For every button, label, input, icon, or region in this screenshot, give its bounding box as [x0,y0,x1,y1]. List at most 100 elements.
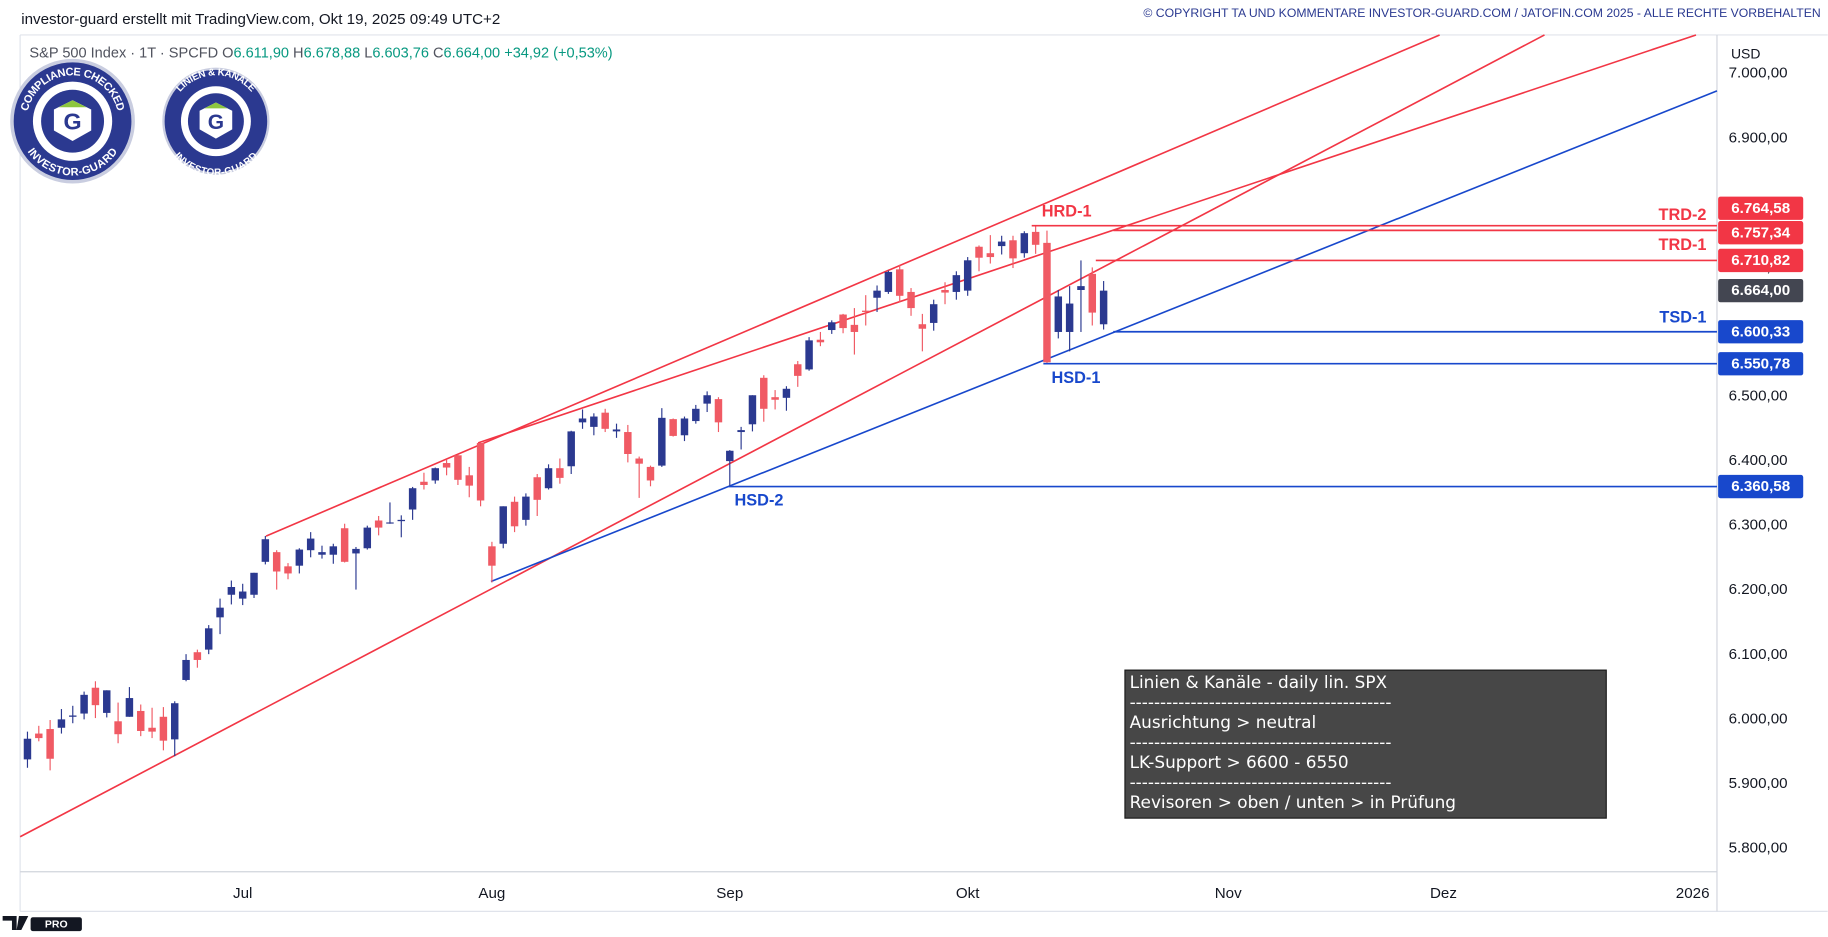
y-tick-label: 6.400,00 [1729,452,1788,469]
candle-body [465,475,473,486]
y-tick-label: 6.000,00 [1729,710,1788,727]
price-tag [1718,320,1804,344]
y-tick-label: 6.900,00 [1729,129,1788,146]
candle-body [828,322,836,331]
candle-body [794,364,802,376]
candle-body [216,607,224,618]
level-annotation: TSD-1 [1659,308,1706,326]
legend-value: 6.664,00 [444,45,501,61]
legend-value: 6.678,88 [304,45,361,61]
y-tick-label: 6.500,00 [1729,388,1788,405]
candle-body [137,710,145,731]
candle-body [646,466,655,481]
level-annotation: HSD-2 [735,491,784,509]
y-tick-label: 6.100,00 [1729,646,1788,663]
candle-body [726,450,734,462]
candle-body [1077,286,1085,290]
price-tag-label: 6.600,33 [1731,323,1790,340]
candle-body [193,652,202,660]
candle-body [125,698,134,717]
candle-body [997,241,1006,247]
channel-line [265,34,1440,537]
info-line: Ausrichtung > neutral [1130,712,1317,732]
candle-body [148,727,156,732]
candle-body [352,548,360,554]
legend-value: 6.603,76 [372,45,429,61]
channel-line [477,34,1697,444]
candle-body [567,431,575,467]
price-tag [1718,248,1804,273]
price-tag-label: 6.757,34 [1731,224,1791,241]
candle-body [907,291,915,309]
candle-body [975,246,983,258]
candle-body [170,703,179,740]
badge-icon: G [208,111,224,134]
header-right: © COPYRIGHT TA UND KOMMENTARE INVESTOR-G… [1143,6,1820,20]
candle-body [941,289,949,293]
candle-body [986,253,995,258]
y-tick-label: 6.300,00 [1729,517,1788,534]
candle-body [771,397,779,400]
candle-body [431,468,439,481]
candle-body [57,719,66,728]
candle-body [1043,242,1051,363]
candle-body [703,395,711,404]
candle-body [91,687,100,706]
channel-line [19,34,1545,838]
candle-body [578,418,587,423]
y-tick-label: 5.900,00 [1729,775,1788,792]
candle-body [340,528,349,562]
currency: USD [1731,45,1761,61]
support-line [490,90,1718,583]
candle-body [669,419,677,436]
info-line: ----------------------------------------… [1130,772,1392,792]
candle-body [612,429,621,432]
candle-body [23,738,32,760]
candle-body [760,377,768,409]
legend: S&P 500 Index · 1T · SPCFD O6.611,90 H6.… [29,45,612,61]
candle-body [284,566,292,574]
badge-shield [53,100,92,142]
last-price-tag [1718,278,1804,303]
level-annotation: TRD-2 [1659,206,1707,224]
level-annotation: HSD-1 [1052,369,1101,387]
candle-body [318,552,326,555]
candle-body [250,572,258,595]
candle-body [306,538,315,551]
candle-body [601,412,609,429]
candle-body [454,455,462,480]
candle-body [420,481,428,485]
candle-body [556,468,564,478]
candle-body [680,418,689,436]
candle-body [544,468,553,489]
candle-body [1065,303,1074,332]
candle-body [442,463,451,468]
candle-body [952,275,961,292]
y-tick-label: 6.200,00 [1729,581,1788,598]
badge: G COMPLIANCE CHECKED INVESTOR-GUARD [10,58,135,184]
badge-icon: G [64,109,82,135]
x-tick-label: Jul [233,885,252,902]
candle-body [227,587,236,595]
header-left: investor-guard erstellt mit TradingView.… [21,11,500,28]
x-tick-label: Dez [1430,885,1457,902]
candle-body [1054,296,1063,332]
candle-body [204,628,213,650]
candle-body [658,417,666,466]
candle-body [182,659,190,680]
candle-body [805,340,813,370]
candle-body [816,339,825,343]
candle-body [329,546,338,555]
candle-body [272,552,281,572]
level-annotation: HRD-1 [1042,202,1092,220]
logo-text: PRO [45,920,68,931]
candle-body [884,271,893,292]
candle-body [635,458,643,464]
info-line: Linien & Kanäle - daily lin. SPX [1130,672,1388,692]
candle-body [1088,273,1097,313]
badge-leaf [58,100,87,108]
candle-body [714,399,723,423]
price-tag [1718,221,1804,245]
